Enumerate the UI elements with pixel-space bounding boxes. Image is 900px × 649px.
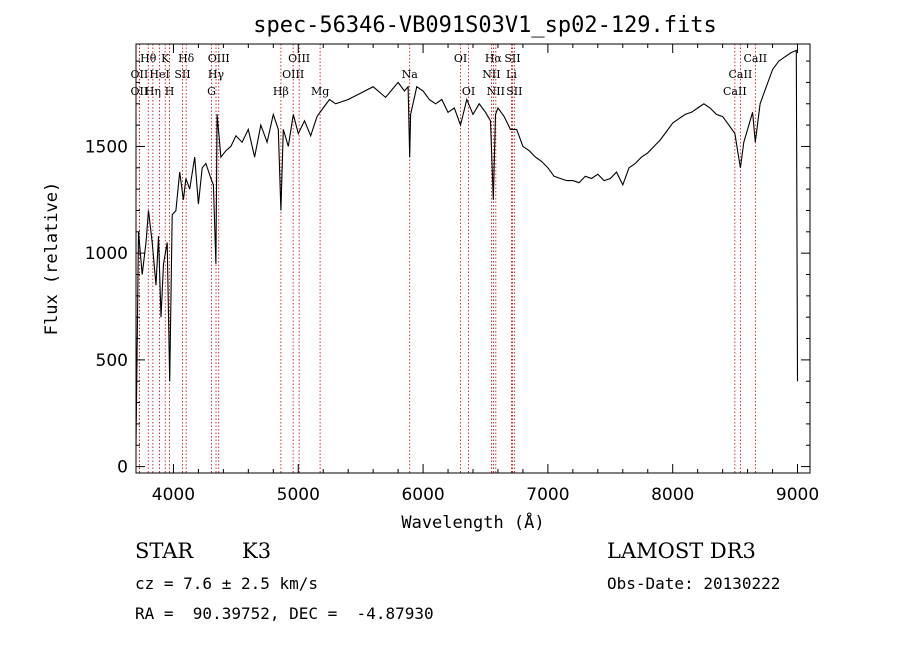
line-label-5: Hη (145, 85, 161, 98)
line-label-14: Hβ (273, 85, 289, 98)
redshift-label: cz = 7.6 ± 2.5 km/s (135, 574, 319, 593)
subclass-label: K3 (242, 539, 272, 563)
x-tick-label: 7000 (526, 485, 569, 505)
y-tick-label: 500 (96, 351, 128, 371)
line-label-13: OIII (282, 68, 304, 81)
obs-date-label: Obs-Date: 20130222 (607, 574, 781, 593)
chart-title: spec-56346-VB091S03V1_sp02-129.fits (253, 13, 717, 38)
x-tick-label: 5000 (277, 485, 320, 505)
x-axis-ticks: 4000 5000 6000 7000 8000 9000 (152, 44, 819, 505)
x-tick-label: 8000 (651, 485, 694, 505)
line-label-12: OIII (288, 52, 310, 65)
line-label-23: NII (487, 85, 505, 98)
line-label-20: SII (504, 52, 520, 65)
line-label-15: Mg (311, 85, 329, 98)
line-label-19: Hα (485, 52, 503, 65)
line-label-11: G (207, 85, 216, 98)
line-label-22: Li (506, 68, 517, 81)
line-label-21: NII (482, 68, 500, 81)
classification-label: STAR (135, 539, 194, 563)
x-tick-label: 4000 (152, 485, 195, 505)
line-label-16: Na (402, 68, 419, 81)
x-axis-label: Wavelength (Å) (401, 511, 544, 533)
x-tick-label: 9000 (776, 485, 819, 505)
line-label-27: CaII (723, 85, 747, 98)
line-label-9: OIII (208, 52, 230, 65)
line-label-18: OI (462, 85, 475, 98)
line-label-0: Hθ (140, 52, 157, 65)
line-label-17: OI (454, 52, 467, 65)
line-label-24: SII (506, 85, 522, 98)
line-label-4: HeI (149, 68, 169, 81)
emission-line-labels: Hθ OII OII K HeI Hη Hδ SII H OIII Hγ G OIII OIII Hβ Mg N… (131, 52, 768, 98)
y-tick-label: 1500 (85, 137, 128, 157)
line-label-10: Hγ (208, 68, 225, 81)
coordinates-label: RA = 90.39752, DEC = -4.87930 (135, 604, 434, 623)
line-label-7: SII (174, 68, 190, 81)
y-tick-label: 0 (117, 458, 128, 478)
line-label-8: H (165, 85, 175, 98)
spectrum-line (135, 49, 799, 446)
line-label-26: CaII (729, 68, 753, 81)
x-tick-label: 6000 (401, 485, 444, 505)
line-label-2: OII (131, 85, 149, 98)
line-label-25: CaII (743, 52, 767, 65)
survey-label: LAMOST DR3 (607, 539, 756, 563)
emission-line-markers (138, 44, 756, 473)
y-tick-label: 1000 (85, 244, 128, 264)
y-axis-ticks: 0 500 1000 1500 (85, 60, 810, 478)
line-label-3: K (161, 52, 170, 65)
y-axis-label: Flux (relative) (42, 182, 62, 336)
line-label-1: OII (131, 68, 149, 81)
line-label-6: Hδ (178, 52, 195, 65)
plot-frame (135, 43, 811, 474)
